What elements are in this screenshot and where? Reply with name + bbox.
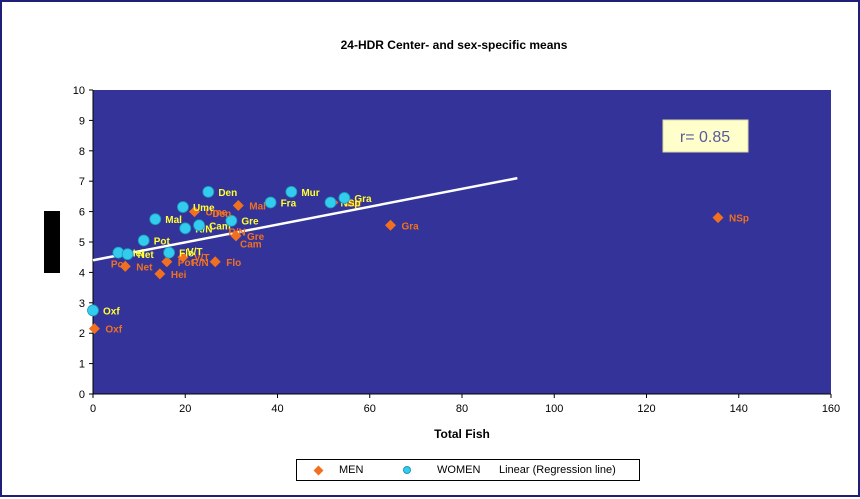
x-tick-label: 140 xyxy=(730,403,748,415)
r-annotation: r= 0.85 xyxy=(662,119,749,153)
x-tick-label: 120 xyxy=(637,403,655,415)
x-tick-label: 80 xyxy=(456,403,468,415)
men-point xyxy=(209,256,221,268)
men-point-label: Net xyxy=(136,262,153,273)
legend-women-label: WOMEN xyxy=(437,464,481,476)
men-point xyxy=(154,268,166,280)
women-point xyxy=(137,234,150,247)
women-point xyxy=(193,219,205,232)
r-annotation-text: r= 0.85 xyxy=(680,129,730,146)
x-tick-label: 0 xyxy=(90,403,96,415)
men-point-label: Ume xyxy=(205,208,227,219)
y-tick-label: 2 xyxy=(79,328,85,340)
extra-point-label: Pot xyxy=(111,259,128,270)
women-point xyxy=(324,196,337,209)
women-point xyxy=(264,196,277,209)
legend-regression-label: Linear (Regression line) xyxy=(499,464,616,476)
x-tick-labels: 0 20 40 60 80 100 120 140 160 xyxy=(90,394,840,415)
y-tick-label: 8 xyxy=(79,146,85,158)
men-point xyxy=(385,219,397,231)
women-point-label: Mur xyxy=(301,188,319,199)
women-point xyxy=(202,185,215,198)
x-axis-title: Total Fish xyxy=(434,427,490,441)
women-point xyxy=(285,185,298,198)
women-point-label: Net xyxy=(138,250,155,261)
y-tick-label: 5 xyxy=(79,237,85,249)
women-point xyxy=(179,222,192,235)
extra-point-label: Cam xyxy=(240,240,262,251)
women-point-label: NSp xyxy=(341,198,361,209)
men-point-label: Gra xyxy=(402,221,420,232)
men-point xyxy=(188,206,200,218)
men-point-label: V/T xyxy=(194,253,210,264)
y-tick-label: 3 xyxy=(79,298,85,310)
y-tick-label: 6 xyxy=(79,207,85,219)
women-point xyxy=(121,248,134,261)
x-tick-label: 40 xyxy=(271,403,283,415)
men-point xyxy=(712,212,724,224)
women-point-label: Den xyxy=(218,188,237,199)
women-point-label: Hei xyxy=(128,249,144,260)
women-point xyxy=(87,304,99,317)
men-point xyxy=(88,323,100,335)
men-point-label: Flo xyxy=(226,258,241,269)
women-point-label: Mal xyxy=(165,215,182,226)
regression-line xyxy=(92,176,518,262)
men-point-label: Gre xyxy=(247,232,265,243)
y-tick-labels: 0 1 2 3 4 5 6 7 8 9 10 xyxy=(73,85,93,401)
women-point xyxy=(338,192,351,204)
women-point-label: Flo xyxy=(179,249,194,260)
men-point-label: Mal xyxy=(249,202,266,213)
men-point-label: Pot xyxy=(178,258,195,269)
women-point-label: Ume xyxy=(193,203,215,214)
x-tick-label: 60 xyxy=(364,403,376,415)
extra-point-label: R/N xyxy=(228,227,245,238)
men-point xyxy=(161,256,173,268)
women-point-label: Pot xyxy=(154,236,171,247)
women-point xyxy=(177,201,189,213)
y-axis-label-block xyxy=(44,211,60,273)
women-point xyxy=(225,214,238,227)
women-point-label: Gra xyxy=(354,194,372,205)
legend-women-marker xyxy=(403,466,411,474)
y-tick-label: 1 xyxy=(79,359,85,371)
y-tick-label: 0 xyxy=(79,389,85,401)
y-tick-label: 7 xyxy=(79,176,85,188)
women-point xyxy=(149,213,162,226)
x-tick-label: 160 xyxy=(822,403,840,415)
x-tick-label: 100 xyxy=(545,403,563,415)
extra-point-label: V/T xyxy=(187,247,203,258)
legend-men-marker xyxy=(313,465,324,476)
extra-point-label: R/N xyxy=(192,258,209,269)
x-tick-label: 20 xyxy=(179,403,191,415)
men-point-label: Hei xyxy=(171,270,187,281)
men-point xyxy=(230,230,242,242)
women-point-label: Cam xyxy=(209,221,231,232)
women-point-label: Fra xyxy=(281,198,297,209)
men-point-label: NSp xyxy=(729,214,749,225)
men-point-label: Oxf xyxy=(105,325,122,336)
men-point-label: Mur xyxy=(344,198,362,209)
women-point-label: Gre xyxy=(241,217,259,228)
women-point-label: R/N xyxy=(195,224,212,235)
y-tick-label: 4 xyxy=(79,267,85,279)
chart-title: 24-HDR Center- and sex-specific means xyxy=(341,38,568,52)
women-series: OxfHeiNetPotMalFloUmeR/NCamDenGreFraMurN… xyxy=(87,185,372,317)
women-point-label: Oxf xyxy=(103,306,120,317)
women-point xyxy=(163,246,176,259)
men-point xyxy=(232,200,244,212)
legend: MEN WOMEN Linear (Regression line) xyxy=(296,459,640,481)
y-tick-label: 9 xyxy=(79,115,85,127)
legend-men-label: MEN xyxy=(339,464,364,476)
regression-line-group xyxy=(92,176,518,262)
men-point xyxy=(119,260,131,272)
y-tick-label: 10 xyxy=(73,85,85,97)
men-point xyxy=(177,251,189,263)
extra-point-label: Den xyxy=(212,209,231,220)
